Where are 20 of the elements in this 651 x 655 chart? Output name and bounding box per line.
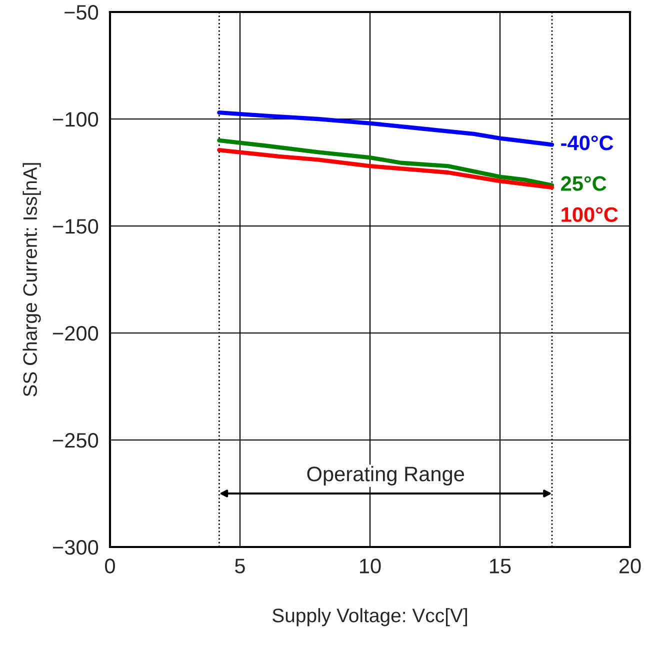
y-tick-label: −150 — [52, 219, 98, 234]
y-tick-label: −50 — [64, 5, 98, 20]
x-axis-title: Supply Voltage: Vcc[V] — [272, 608, 467, 626]
y-tick-label: −100 — [52, 112, 98, 127]
x-tick-label: 15 — [490, 558, 511, 574]
line-series — [217, 110, 554, 147]
series-label: 25°C — [561, 176, 606, 191]
y-axis-title: SS Charge Current: Iss[nA] — [22, 163, 41, 396]
line-series — [217, 148, 554, 190]
series-label: 100°C — [562, 207, 618, 222]
x-tick-label: 10 — [360, 558, 381, 574]
x-tick-label: 5 — [235, 558, 245, 574]
annotation: Operating Range — [307, 466, 464, 486]
series-label: -40°C — [561, 136, 614, 150]
y-tick-label: −200 — [52, 326, 98, 341]
x-tick-label: 20 — [619, 558, 641, 574]
x-tick-label: 0 — [105, 558, 115, 574]
y-tick-label: −250 — [52, 433, 98, 448]
y-tick-label: −300 — [52, 540, 98, 555]
line-series — [217, 138, 554, 188]
